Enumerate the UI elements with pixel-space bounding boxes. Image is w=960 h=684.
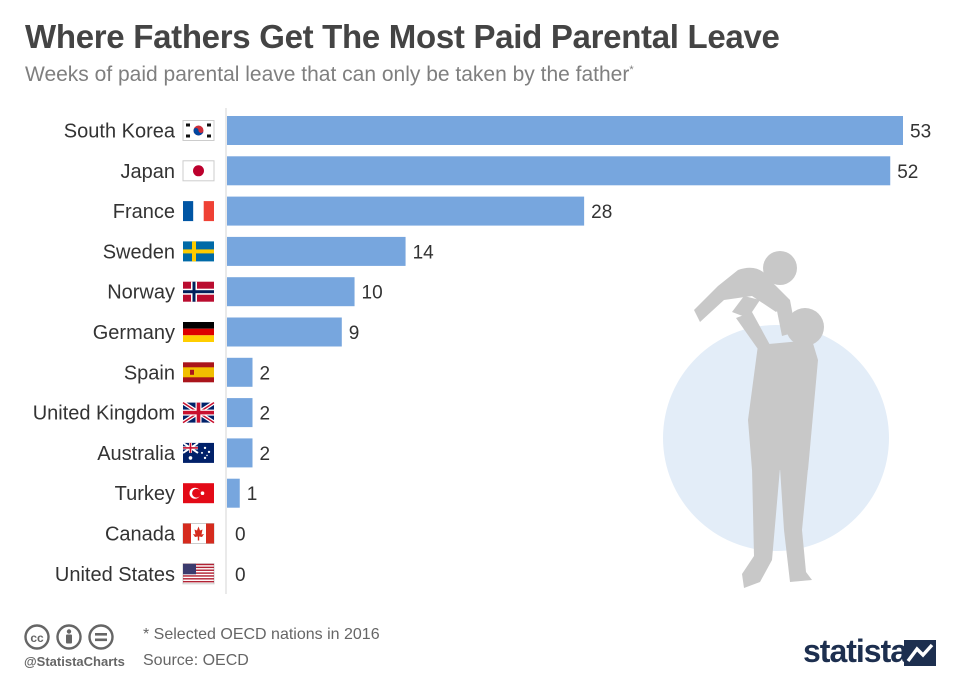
category-label-united-states: United States: [55, 564, 175, 586]
creative-commons-icon: cc: [24, 624, 50, 650]
japan-flag-icon: [182, 160, 215, 182]
svg-text:cc: cc: [30, 631, 44, 645]
turkey-flag-icon: [183, 483, 214, 504]
norway-flag-icon: [183, 281, 214, 302]
value-label-turkey: 1: [247, 484, 258, 505]
bar-germany: [227, 317, 342, 347]
category-label-united-kingdom: United Kingdom: [33, 403, 175, 425]
silhouette-icon: [694, 251, 824, 588]
twitter-handle: @StatistaCharts: [24, 654, 125, 669]
chart-title: Where Fathers Get The Most Paid Parental…: [25, 18, 780, 55]
value-label-norway: 10: [362, 283, 383, 304]
bar-turkey: [227, 478, 240, 508]
united-states-flag-icon: [182, 563, 215, 585]
no-derivatives-icon: [88, 624, 114, 650]
value-label-australia: 2: [260, 444, 271, 465]
south-korea-flag-icon: [182, 120, 215, 141]
bar-chart: South Korea 53 Japan 52 France 28 Sweden 14 Norw…: [33, 108, 931, 594]
bar-japan: [227, 156, 891, 186]
united-kingdom-flag-icon: [181, 400, 216, 425]
sweden-flag-icon: [183, 241, 214, 262]
value-label-canada: 0: [235, 525, 246, 546]
statista-logo-text[interactable]: statista: [803, 633, 908, 669]
bar-united-kingdom: [227, 398, 253, 428]
spain-flag-icon: [183, 362, 214, 383]
chart-subtitle: Weeks of paid parental leave that can on…: [25, 63, 634, 87]
statista-logo-icon: [904, 640, 936, 666]
value-label-south-korea: 53: [910, 122, 931, 143]
value-label-sweden: 14: [413, 242, 435, 263]
australia-flag-icon: [182, 442, 214, 463]
bar-norway: [227, 277, 355, 307]
subtitle-footnote-mark: *: [629, 64, 634, 76]
category-label-turkey: Turkey: [115, 483, 175, 505]
value-label-france: 28: [591, 202, 612, 223]
source-note: Source: OECD: [143, 652, 249, 669]
value-label-germany: 9: [349, 323, 360, 344]
bars-layer: South Korea 53 Japan 52 France 28 Sweden 14 Norw…: [33, 116, 931, 586]
canada-flag-icon: [182, 523, 215, 544]
bar-spain: [227, 357, 253, 387]
value-label-united-kingdom: 2: [260, 404, 271, 425]
bar-australia: [227, 438, 253, 468]
category-label-australia: Australia: [97, 443, 176, 465]
value-label-japan: 52: [897, 162, 918, 183]
category-label-germany: Germany: [93, 322, 175, 344]
subtitle-text: Weeks of paid parental leave that can on…: [25, 63, 630, 86]
bar-france: [227, 196, 585, 226]
category-label-japan: Japan: [121, 161, 176, 183]
footnote: * Selected OECD nations in 2016: [143, 626, 380, 643]
category-label-norway: Norway: [107, 282, 175, 304]
attribution-icon: [56, 624, 82, 650]
father-child-illustration: [663, 251, 889, 588]
france-flag-icon: [183, 201, 214, 222]
category-label-south-korea: South Korea: [64, 121, 176, 143]
value-label-united-states: 0: [235, 565, 246, 586]
bar-sweden: [227, 236, 406, 266]
bar-south-korea: [227, 116, 903, 145]
license-icons: cc: [24, 624, 114, 650]
category-label-spain: Spain: [124, 362, 175, 384]
category-label-canada: Canada: [105, 524, 176, 546]
category-label-france: France: [113, 201, 175, 223]
germany-flag-icon: [183, 322, 214, 342]
category-label-sweden: Sweden: [103, 241, 175, 263]
value-label-spain: 2: [260, 363, 271, 384]
